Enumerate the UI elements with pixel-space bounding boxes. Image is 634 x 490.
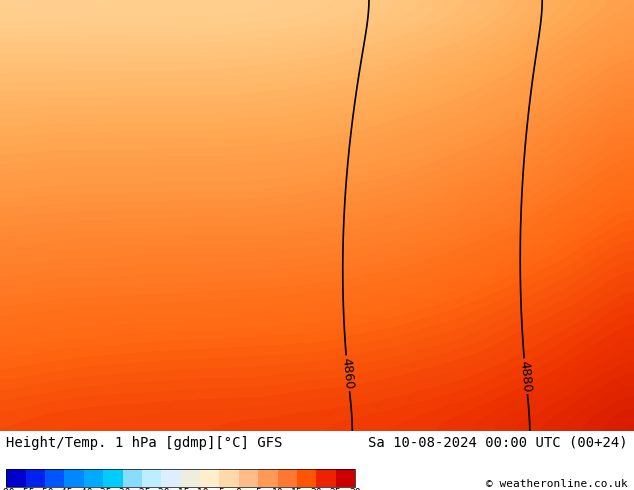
Text: -20: -20	[153, 488, 170, 490]
Text: Height/Temp. 1 hPa [gdmp][°C] GFS: Height/Temp. 1 hPa [gdmp][°C] GFS	[6, 436, 283, 450]
Text: -15: -15	[172, 488, 190, 490]
Bar	[65, 469, 84, 487]
Bar	[103, 469, 122, 487]
Text: -50: -50	[36, 488, 54, 490]
Text: -35: -35	[94, 488, 112, 490]
Text: 4860: 4860	[340, 357, 356, 390]
Bar	[181, 469, 200, 487]
Bar	[6, 469, 355, 487]
Text: 15: 15	[291, 488, 303, 490]
Text: -55: -55	[17, 488, 34, 490]
Bar	[84, 469, 103, 487]
Text: 25: 25	[330, 488, 342, 490]
Bar	[200, 469, 219, 487]
Bar	[161, 469, 181, 487]
Text: -80: -80	[0, 488, 15, 490]
Bar	[219, 469, 239, 487]
Text: -5: -5	[214, 488, 225, 490]
Text: 30: 30	[349, 488, 361, 490]
Text: 0: 0	[236, 488, 242, 490]
Bar	[122, 469, 142, 487]
Bar	[142, 469, 161, 487]
Bar	[239, 469, 258, 487]
Text: -30: -30	[113, 488, 131, 490]
Text: -25: -25	[133, 488, 151, 490]
Text: 10: 10	[272, 488, 283, 490]
Text: 20: 20	[311, 488, 322, 490]
Bar	[278, 469, 297, 487]
Bar	[297, 469, 316, 487]
Bar	[316, 469, 335, 487]
Bar	[335, 469, 355, 487]
Text: -45: -45	[56, 488, 74, 490]
Text: Sa 10-08-2024 00:00 UTC (00+24): Sa 10-08-2024 00:00 UTC (00+24)	[368, 436, 628, 450]
Text: -10: -10	[191, 488, 209, 490]
Bar	[6, 469, 26, 487]
Text: -40: -40	[75, 488, 93, 490]
Text: © weatheronline.co.uk: © weatheronline.co.uk	[486, 479, 628, 489]
Text: 4880: 4880	[518, 360, 534, 392]
Text: 5: 5	[256, 488, 261, 490]
Bar	[26, 469, 45, 487]
Bar	[258, 469, 278, 487]
Bar	[45, 469, 65, 487]
